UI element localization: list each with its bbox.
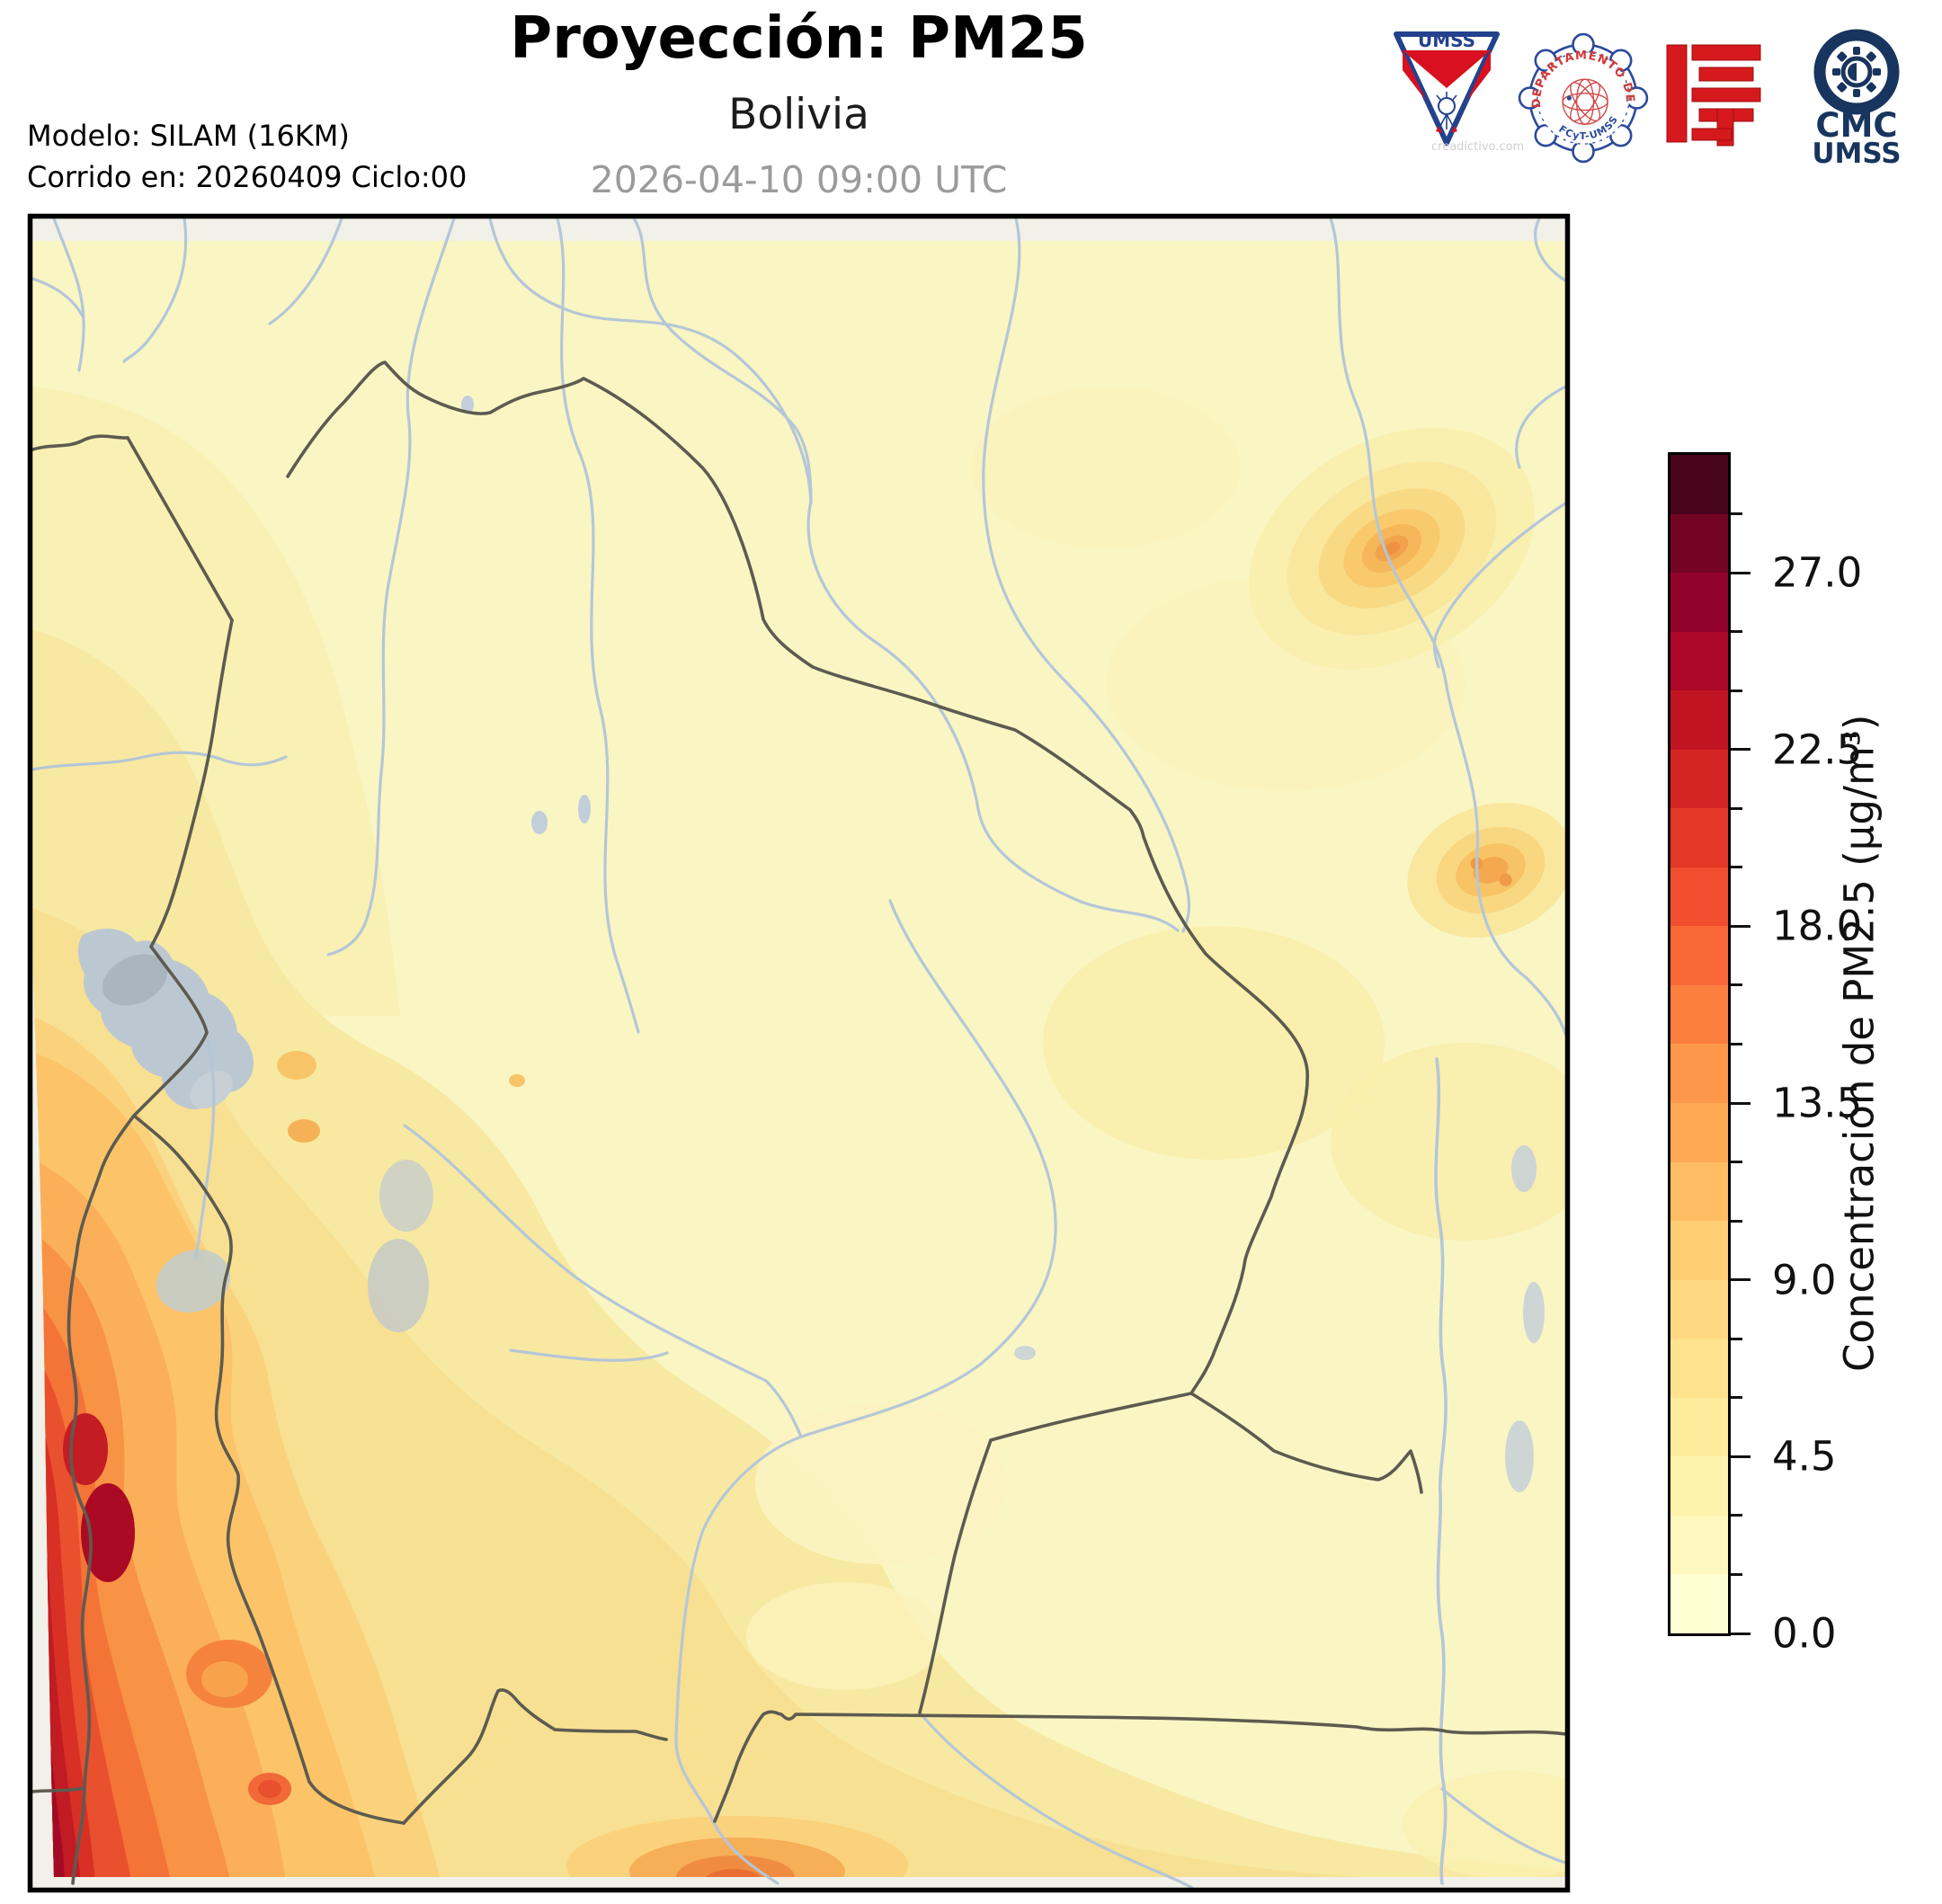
pennant-red-top-icon <box>1403 50 1491 88</box>
colorbar-segment <box>1670 926 1728 985</box>
colorbar-segment <box>1670 573 1728 632</box>
colorbar-segment <box>1670 984 1728 1045</box>
colorbar-segment <box>1670 1574 1728 1633</box>
colorbar-minor-tick <box>1731 1219 1742 1223</box>
cmc-rays-icon <box>1832 47 1881 97</box>
colorbar-minor-tick <box>1731 630 1742 634</box>
borders-layer <box>32 360 1565 1885</box>
colorbar-tick-label: 22.5 <box>1772 725 1863 774</box>
colorbar-segment <box>1670 1161 1728 1222</box>
colorbar-minor-tick <box>1731 1572 1742 1576</box>
cmc-eye-icon <box>1840 56 1873 88</box>
colorbar-segment <box>1670 1339 1728 1398</box>
colorbar-segment <box>1670 749 1728 809</box>
model-name-line: Modelo: SILAM (16KM) <box>27 119 350 153</box>
fcyt-logo <box>1666 44 1761 147</box>
colorbar-major-tick <box>1731 1632 1750 1635</box>
colorbar <box>1668 452 1731 1636</box>
map-frame <box>27 213 1571 1893</box>
colorbar-major-tick <box>1731 1278 1750 1282</box>
umss-pennant-logo: UMSS <box>1394 30 1500 146</box>
colorbar-segment <box>1670 1279 1728 1339</box>
page-title: Proyección: PM25 <box>510 5 1088 72</box>
timestamp-label: 2026-04-10 09:00 UTC <box>590 158 1008 201</box>
hotspot-northeast <box>1249 427 1535 670</box>
colorbar-segment <box>1670 1221 1728 1280</box>
cmc-umss-logo: CMC UMSS <box>1812 29 1902 165</box>
colorbar-major-tick <box>1731 1455 1750 1458</box>
colorbar-segment <box>1670 1044 1728 1104</box>
hotspot-east <box>1407 802 1565 939</box>
fcyt-mark-icon <box>1666 44 1761 147</box>
physics-department-seal: DEPARTAMENTO DE FÍSICA FCyT-UMSS <box>1518 32 1649 164</box>
colorbar-tick-label: 13.5 <box>1772 1079 1863 1127</box>
colorbar-minor-tick <box>1731 806 1742 810</box>
cmc-line1: CMC <box>1815 106 1897 145</box>
colorbar-tick-label: 4.5 <box>1772 1432 1837 1481</box>
lake-poopo <box>156 1249 231 1313</box>
wireframe-sphere-icon <box>1562 78 1608 125</box>
pennant-label: UMSS <box>1418 30 1475 51</box>
colorbar-minor-tick <box>1731 1337 1742 1340</box>
colorbar-tick-label: 27.0 <box>1772 548 1863 597</box>
colorbar-minor-tick <box>1731 1161 1742 1164</box>
colorbar-tick-label: 18.0 <box>1772 902 1863 950</box>
colorbar-title: Concentración de PM2.5 (µg/m³) <box>1835 714 1884 1372</box>
colorbar-minor-tick <box>1731 1396 1742 1400</box>
colorbar-minor-tick <box>1731 512 1742 516</box>
contour-layer <box>32 387 1565 1877</box>
salar-patch <box>368 1239 429 1332</box>
logo-watermark: creadictivo.com <box>1431 140 1525 154</box>
colorbar-segment <box>1670 455 1728 514</box>
page-subtitle: Bolivia <box>728 90 869 139</box>
colorbar-segment <box>1670 808 1728 867</box>
colorbar-segment <box>1670 513 1728 574</box>
colorbar-major-tick <box>1731 571 1750 574</box>
colorbar-segment <box>1670 1397 1728 1457</box>
colorbar-minor-tick <box>1731 983 1742 987</box>
colorbar-ticks: 0.0 4.5 9.0 13.5 18.0 22.5 27.0 <box>1731 455 1942 1658</box>
colorbar-segment <box>1670 867 1728 927</box>
cmc-line2: UMSS <box>1812 138 1901 165</box>
colorbar-segment <box>1670 1103 1728 1162</box>
colorbar-segment <box>1670 690 1728 750</box>
salar-patch <box>379 1160 433 1232</box>
colorbar-minor-tick <box>1731 1043 1742 1045</box>
colorbar-segment <box>1670 631 1728 691</box>
model-info: Modelo: SILAM (16KM) Corrido en: 2026040… <box>27 115 467 199</box>
colorbar-segment <box>1670 1456 1728 1516</box>
cmc-ring-icon <box>1813 29 1900 115</box>
colorbar-segment <box>1670 1515 1728 1575</box>
colorbar-tick-label: 9.0 <box>1772 1256 1837 1304</box>
colorbar-major-tick <box>1731 1101 1750 1105</box>
rivers-layer <box>32 218 1565 1889</box>
colorbar-major-tick <box>1731 748 1750 752</box>
colorbar-minor-tick <box>1731 866 1742 869</box>
colorbar-tick-label: 0.0 <box>1772 1609 1837 1658</box>
colorbar-minor-tick <box>1731 1514 1742 1517</box>
model-run-line: Corrido en: 20260409 Ciclo:00 <box>27 160 468 195</box>
colorbar-major-tick <box>1731 924 1750 928</box>
colorbar-minor-tick <box>1731 689 1742 692</box>
